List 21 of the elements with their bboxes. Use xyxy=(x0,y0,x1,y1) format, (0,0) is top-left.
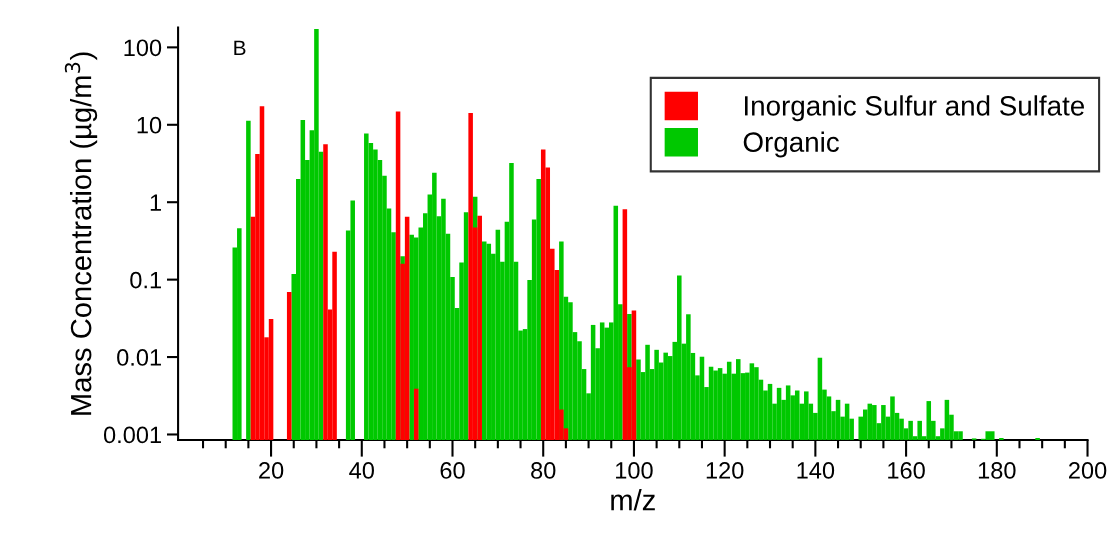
y-axis-title: Mass Concentration (µg/m$^{3}$) xyxy=(64,52,98,415)
y-tick-label: 0.01 xyxy=(117,349,161,366)
x-tick-label: 60 xyxy=(440,462,465,479)
x-tick-label: 80 xyxy=(531,462,556,479)
x-tick-label: 140 xyxy=(797,462,835,479)
annotation: B xyxy=(234,40,246,56)
y-tick-label: 0.001 xyxy=(103,426,161,444)
x-tick-label: 100 xyxy=(616,462,653,479)
y-tick-label: 1 xyxy=(150,194,161,211)
y-tick-label: 0.1 xyxy=(130,271,161,289)
x-tick-label: 180 xyxy=(978,462,1016,479)
legend-label: Inorganic Sulfur and Sulfate xyxy=(745,95,1085,122)
x-tick-label: 160 xyxy=(888,462,925,479)
x-tick-label: 120 xyxy=(706,462,744,479)
legend-label: Organic xyxy=(743,131,839,158)
x-axis-title: m/z xyxy=(611,489,655,511)
x-tick-label: 40 xyxy=(349,462,374,479)
x-tick-label: 20 xyxy=(259,462,284,479)
y-tick-label: 100 xyxy=(124,39,162,57)
x-tick-label: 200 xyxy=(1069,462,1107,479)
y-tick-label: 10 xyxy=(137,116,162,134)
